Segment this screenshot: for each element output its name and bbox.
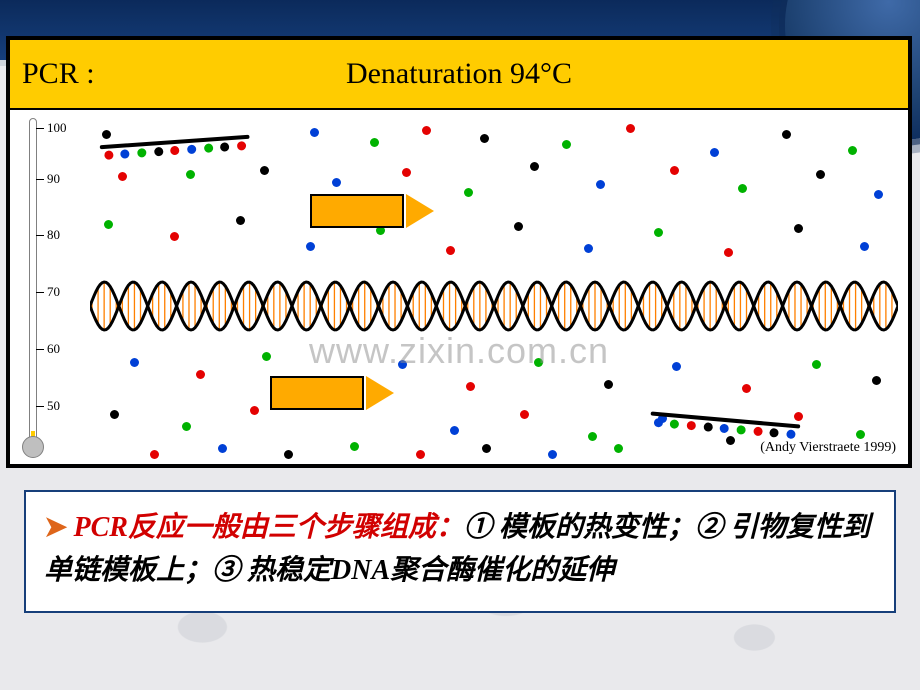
nucleotide-dot (450, 426, 459, 435)
nucleotide-dot (874, 190, 883, 199)
nucleotide-dot (262, 352, 271, 361)
thermo-tick: 100 (38, 120, 78, 136)
title-left: PCR : (22, 57, 95, 91)
bullet-icon: ➤ (44, 512, 67, 543)
nucleotide-dot (110, 410, 119, 419)
primer-arrow (310, 194, 440, 228)
nucleotide-dot (310, 128, 319, 137)
annotation-box: ➤PCR反应一般由三个步骤组成：① 模板的热变性；② 引物复性到单链模板上；③ … (24, 490, 896, 613)
thermo-bulb (22, 436, 44, 458)
nucleotide-dot (872, 376, 881, 385)
nucleotide-dot (782, 130, 791, 139)
nucleotide-dot (370, 138, 379, 147)
nucleotide-dot (816, 170, 825, 179)
nucleotide-dot (856, 430, 865, 439)
primer-arrow (270, 376, 400, 410)
nucleotide-dot (260, 166, 269, 175)
nucleotide-dot (520, 410, 529, 419)
nucleotide-dot (236, 216, 245, 225)
nucleotide-dot (446, 246, 455, 255)
nucleotide-dot (118, 172, 127, 181)
nucleotide-dot (794, 224, 803, 233)
nucleotide-dot (250, 406, 259, 415)
nucleotide-dot (480, 134, 489, 143)
nucleotide-dot (416, 450, 425, 459)
nucleotide-dot (306, 242, 315, 251)
nucleotide-dot (350, 442, 359, 451)
nucleotide-dot (562, 140, 571, 149)
nucleotide-dot (218, 444, 227, 453)
nucleotide-dot (724, 248, 733, 257)
credit: (Andy Vierstraete 1999) (760, 440, 896, 456)
nucleotide-dot (588, 432, 597, 441)
nucleotide-dot (626, 124, 635, 133)
nucleotide-dot (534, 358, 543, 367)
annotation-text: ➤PCR反应一般由三个步骤组成：① 模板的热变性；② 引物复性到单链模板上；③ … (26, 492, 894, 611)
dna-single-strand (99, 129, 250, 165)
thermo-ticks: 100 90 80 70 60 50 (38, 120, 78, 436)
nucleotide-dot (670, 166, 679, 175)
nucleotide-dot (150, 450, 159, 459)
nucleotide-dot (812, 360, 821, 369)
nucleotide-dot (398, 360, 407, 369)
nucleotide-dot (654, 228, 663, 237)
thermometer: 100 90 80 70 60 50 (16, 116, 76, 458)
dna-single-strand (649, 406, 801, 445)
thermo-tick: 70 (38, 284, 78, 300)
nucleotide-dot (130, 358, 139, 367)
pcr-diagram-frame: PCR : Denaturation 94°C 100 90 80 70 60 50 ww… (6, 36, 912, 468)
dna-helix (90, 278, 898, 334)
nucleotide-dot (332, 178, 341, 187)
nucleotide-dot (422, 126, 431, 135)
diagram-body: 100 90 80 70 60 50 www.zixin.com.cn (Andy Vie… (10, 110, 908, 464)
nucleotide-dot (548, 450, 557, 459)
nucleotide-dot (860, 242, 869, 251)
nucleotide-dot (514, 222, 523, 231)
nucleotide-dot (672, 362, 681, 371)
nucleotide-dot (170, 232, 179, 241)
thermo-tube (29, 118, 37, 440)
nucleotide-dot (584, 244, 593, 253)
nucleotide-dot (464, 188, 473, 197)
thermo-tick: 90 (38, 171, 78, 187)
nucleotide-dot (738, 184, 747, 193)
nucleotide-dot (596, 180, 605, 189)
nucleotide-dot (284, 450, 293, 459)
annotation-lead: PCR反应一般由三个步骤组成： (73, 512, 463, 543)
thermo-tick: 60 (38, 341, 78, 357)
nucleotide-dot (104, 220, 113, 229)
nucleotide-dot (402, 168, 411, 177)
thermo-tick: 80 (38, 227, 78, 243)
nucleotide-dot (482, 444, 491, 453)
nucleotide-dot (466, 382, 475, 391)
title-center: Denaturation 94°C (10, 57, 908, 91)
nucleotide-dot (182, 422, 191, 431)
nucleotide-dot (530, 162, 539, 171)
nucleotide-dot (186, 170, 195, 179)
nucleotide-dot (604, 380, 613, 389)
nucleotide-dot (710, 148, 719, 157)
watermark: www.zixin.com.cn (10, 330, 908, 372)
thermo-tick: 50 (38, 398, 78, 414)
nucleotide-dot (742, 384, 751, 393)
nucleotide-dot (614, 444, 623, 453)
diagram-title-bar: PCR : Denaturation 94°C (10, 40, 908, 110)
nucleotide-dot (196, 370, 205, 379)
nucleotide-dot (848, 146, 857, 155)
